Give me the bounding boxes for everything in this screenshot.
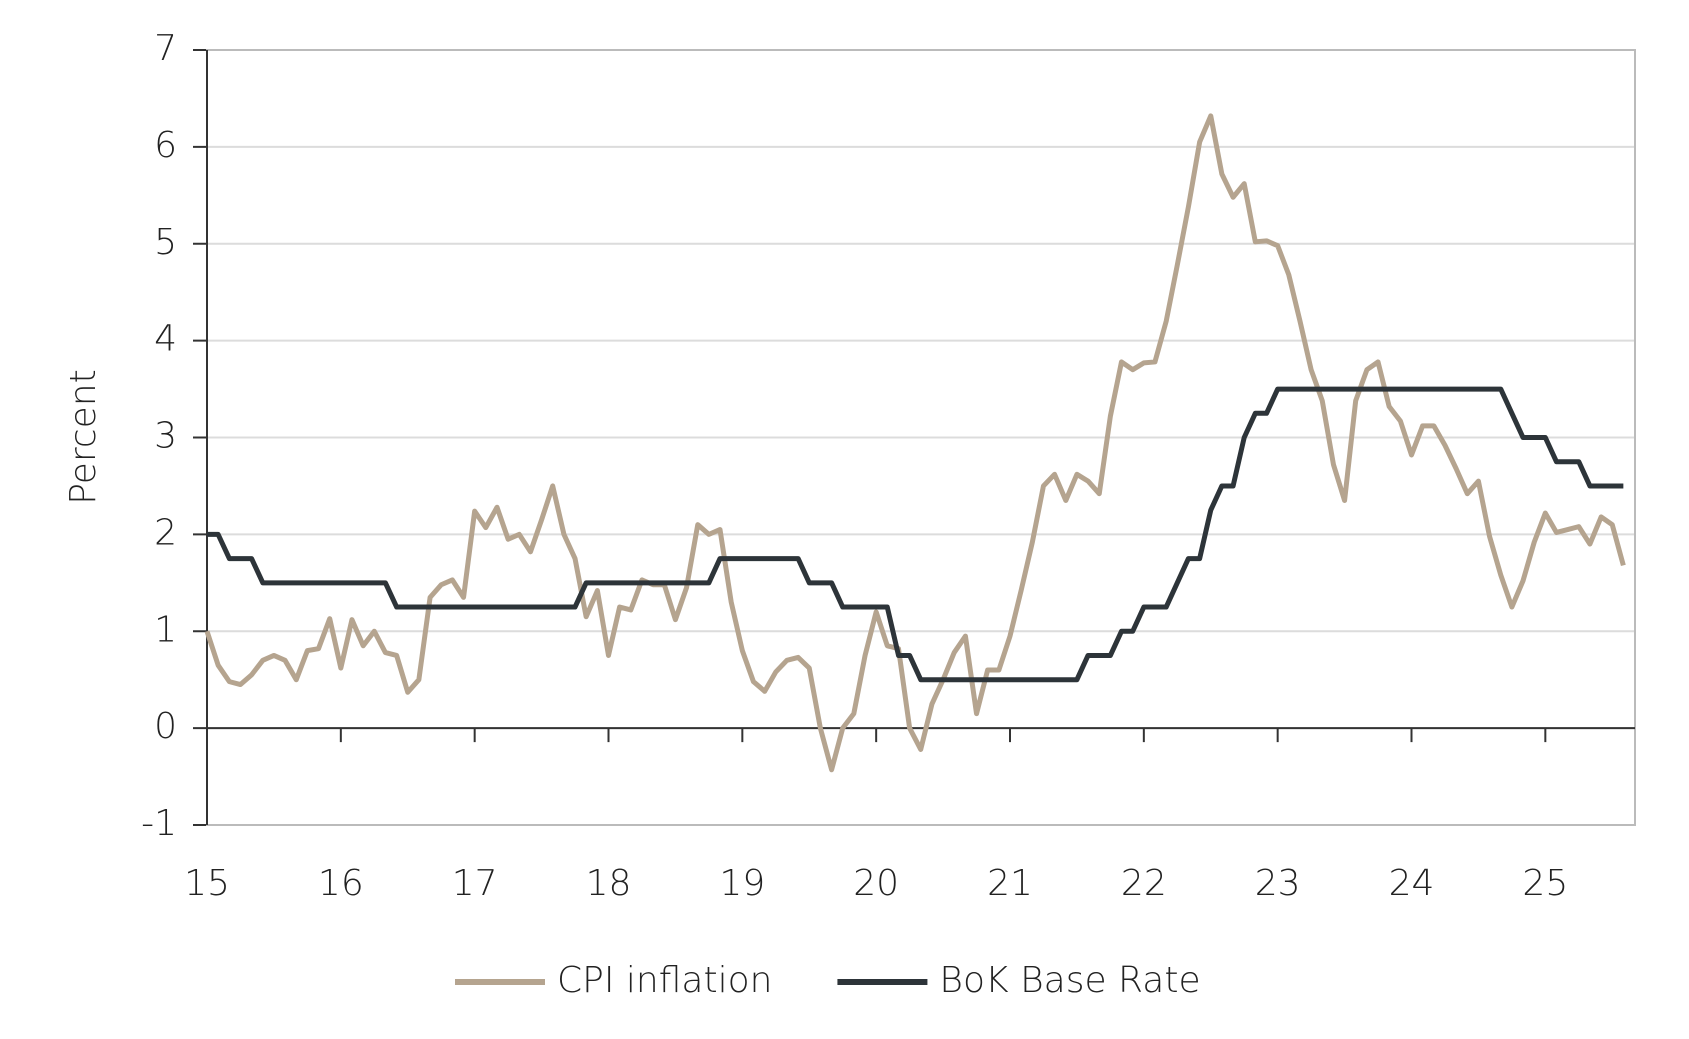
x-tick-label: 17 — [452, 863, 498, 904]
x-tick-label: 23 — [1255, 863, 1301, 904]
x-tick-label: 24 — [1389, 863, 1435, 904]
legend-label: BoK Base Rate — [939, 960, 1200, 1001]
y-tick-label: 5 — [154, 222, 177, 263]
x-tick-label: 15 — [184, 863, 230, 904]
y-axis-label: Percent — [63, 369, 104, 504]
x-tick-label: 19 — [719, 863, 765, 904]
y-tick-label: 7 — [154, 28, 177, 69]
x-tick-label: 25 — [1522, 863, 1568, 904]
y-tick-label: 4 — [154, 319, 177, 360]
x-tick-label: 16 — [318, 863, 364, 904]
x-tick-label: 21 — [987, 863, 1033, 904]
data-line — [207, 386, 1624, 683]
data-line — [204, 113, 1626, 773]
y-tick-label: 3 — [154, 416, 177, 457]
y-tick-label: 2 — [154, 512, 177, 553]
y-tick-label: 0 — [154, 706, 177, 747]
x-tick-label: 22 — [1121, 863, 1167, 904]
legend-label: CPI inflation — [557, 960, 772, 1001]
y-tick-label: -1 — [141, 803, 177, 844]
x-tick-label: 18 — [586, 863, 632, 904]
y-tick-label: 6 — [154, 125, 177, 166]
x-tick-label: 20 — [853, 863, 899, 904]
y-tick-label: 1 — [154, 609, 177, 650]
